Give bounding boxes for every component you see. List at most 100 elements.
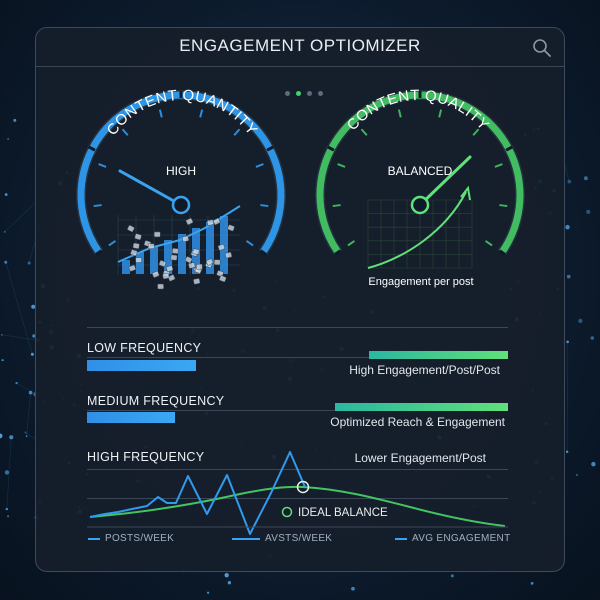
content-item-icon (224, 251, 233, 259)
content-item-icon (170, 254, 178, 261)
network-node (31, 304, 36, 309)
content-item-icon (219, 275, 227, 283)
volume-bar (136, 252, 144, 274)
page-dot[interactable] (307, 91, 312, 96)
gauge-needle (418, 155, 472, 207)
legend-label: POSTS/WEEK (105, 533, 175, 544)
content-item-icon (184, 256, 193, 264)
growth-curve (367, 191, 467, 269)
network-node (583, 176, 588, 181)
content-item-icon (127, 225, 135, 233)
content-item-icon (132, 242, 140, 249)
gauge-tick (98, 163, 107, 168)
gauge-caption: Engagement per post (368, 276, 473, 288)
network-node (590, 336, 595, 340)
gauge-tick (93, 204, 102, 208)
network-node (227, 581, 232, 585)
content-item-icon (153, 231, 161, 238)
network-node (530, 582, 534, 585)
network-node (24, 431, 27, 434)
content-item-icon (135, 257, 142, 263)
content-item-icon (128, 264, 136, 272)
gauge-tick (494, 163, 503, 168)
legend-avsts-week: AVSTS/WEEK (232, 533, 332, 544)
low-frequency-label: LOW FREQUENCY (87, 341, 202, 355)
gauge-tick (245, 240, 254, 247)
legend-label: AVG ENGAGEMENT (412, 533, 511, 544)
network-link (5, 262, 33, 355)
network-node (565, 450, 569, 453)
gauge-tick (337, 163, 346, 168)
divider (87, 357, 508, 358)
high-frequency-caption: Lower Engagement/Post (354, 451, 486, 465)
page-dot-active[interactable] (296, 91, 301, 96)
network-node (4, 470, 10, 475)
content-item-icon (182, 235, 190, 243)
gauge-segment-gap (94, 249, 103, 256)
network-node (3, 230, 6, 233)
network-node (4, 193, 8, 196)
gauge-title: CONTENT QUALITY (344, 87, 493, 134)
network-node (9, 435, 14, 440)
divider (87, 410, 508, 411)
gauge-tick (233, 128, 241, 136)
content-item-icon (227, 224, 235, 232)
page-dot[interactable] (318, 91, 323, 96)
network-node (0, 433, 3, 439)
gauge-tick (499, 204, 508, 208)
content-item-icon (216, 270, 224, 277)
gauge-hub (410, 195, 430, 215)
content-item-icon (205, 258, 214, 266)
medium-frequency-label: MEDIUM FREQUENCY (87, 394, 225, 408)
page-indicator (282, 83, 326, 96)
page-dot[interactable] (285, 91, 290, 96)
divider (87, 327, 508, 328)
network-node (566, 340, 569, 344)
content-item-icon (213, 259, 221, 266)
volume-bar (178, 234, 186, 274)
network-node (28, 390, 33, 395)
content-item-icon (147, 243, 155, 249)
content-quality-gauge: CONTENT QUALITY BALANCED Engagement per … (315, 87, 525, 288)
gauge-segment-gap (259, 249, 268, 256)
content-item-icon (166, 265, 174, 272)
content-item-icon (217, 243, 226, 251)
content-item-icon (162, 273, 170, 280)
gauge-needle (118, 169, 183, 207)
volume-bar (164, 240, 172, 274)
gauge-hub (171, 195, 191, 215)
legend-swatch (232, 537, 260, 540)
legend-avg-engagement: AVG ENGAGEMENT (395, 533, 510, 544)
content-item-icon (134, 233, 142, 240)
gauge-segment-gap (327, 145, 335, 152)
network-node (565, 224, 570, 230)
content-item-icon (185, 218, 194, 225)
content-item-icon (188, 262, 196, 269)
low-frequency-caption: High Engagement/Post/Post (349, 363, 500, 377)
gauge-tick (397, 109, 402, 118)
network-node (224, 573, 229, 578)
volume-bar (206, 222, 214, 274)
content-item-icon (152, 270, 160, 278)
medium-frequency-caption: Optimized Reach & Engagement (330, 415, 505, 429)
network-node (351, 586, 355, 591)
network-link (6, 437, 12, 510)
search-icon[interactable] (532, 38, 552, 58)
low-frequency-volume-bar (87, 360, 197, 371)
network-link (1, 334, 38, 341)
volume-bar (150, 246, 158, 274)
gauges: CONTENT QUANTITY HIGH CONTENT QUALITY BA… (76, 87, 525, 290)
network-node (32, 334, 36, 338)
content-item-icon (158, 260, 167, 267)
content-item-icon (213, 218, 221, 225)
content-item-icon (196, 263, 203, 270)
legend-posts-week: POSTS/WEEK (88, 533, 174, 544)
gauge-tick (360, 128, 368, 136)
gauge-tick (484, 240, 493, 247)
volume-bar (122, 260, 130, 274)
gauge-tick (108, 240, 117, 247)
network-node (4, 260, 8, 264)
gauge-tick (158, 109, 163, 118)
network-node (15, 381, 18, 385)
volume-bar-chart (117, 205, 241, 290)
